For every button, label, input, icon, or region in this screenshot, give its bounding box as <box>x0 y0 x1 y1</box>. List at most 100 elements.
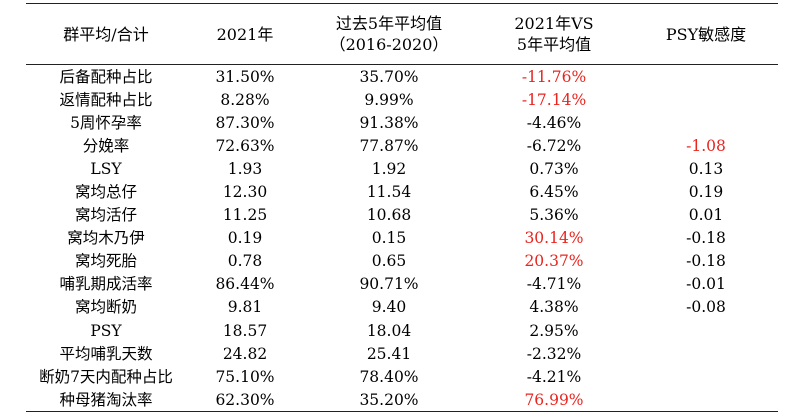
cell-5yr-average: 18.04 <box>366 321 412 340</box>
cell-2021: 31.50% <box>215 67 275 86</box>
cell-5yr-average: 90.71% <box>359 275 419 294</box>
cell-psy-sensitivity: 0.19 <box>688 183 724 202</box>
cell-metric: 窝均总仔 <box>74 183 137 202</box>
table-row: LSY 1.93 1.92 0.73% 0.13 <box>26 157 778 180</box>
cell-psy-sensitivity <box>634 388 778 412</box>
cell-psy-sensitivity <box>634 111 778 134</box>
cell-vs-change: -4.71% <box>526 275 582 294</box>
data-table-container: 群平均/合计 2021年 过去5年平均值 （2016-2020） 2021年VS… <box>26 3 778 412</box>
cell-metric: LSY <box>90 159 122 178</box>
header-metric-line: 群平均/合计 <box>63 24 149 44</box>
cell-2021: 87.30% <box>215 113 275 132</box>
cell-metric: 5周怀孕率 <box>70 113 142 132</box>
cell-psy-sensitivity <box>634 342 778 365</box>
header-psy-sensitivity: PSY敏感度 <box>634 3 778 65</box>
table-row: 窝均总仔 12.30 11.54 6.45% 0.19 <box>26 180 778 203</box>
cell-metric: 返情配种占比 <box>59 90 153 109</box>
header-vs-line2: 5年平均值 <box>516 35 592 54</box>
cell-vs-change: -4.21% <box>526 367 582 386</box>
cell-psy-sensitivity <box>634 65 778 89</box>
cell-metric: 分娩率 <box>82 136 130 155</box>
cell-psy-sensitivity: -0.01 <box>686 275 726 294</box>
header-2021: 2021年 <box>186 3 304 65</box>
table-header: 群平均/合计 2021年 过去5年平均值 （2016-2020） 2021年VS… <box>26 3 778 65</box>
table-row: 平均哺乳天数 24.82 25.41 -2.32% <box>26 342 778 365</box>
cell-5yr-average: 35.20% <box>304 388 474 412</box>
cell-5yr-average: 35.70% <box>359 67 419 86</box>
cell-psy-sensitivity: -0.18 <box>686 229 726 248</box>
table-row: 窝均断奶 9.81 9.40 4.38% -0.08 <box>26 296 778 319</box>
cell-2021: 1.93 <box>227 159 263 178</box>
cell-2021: 72.63% <box>215 136 275 155</box>
cell-5yr-average: 77.87% <box>359 136 419 155</box>
cell-5yr-average: 25.41 <box>366 344 412 363</box>
header-row: 群平均/合计 2021年 过去5年平均值 （2016-2020） 2021年VS… <box>26 3 778 65</box>
cell-metric: 后备配种占比 <box>59 67 153 86</box>
cell-vs-change: -4.46% <box>526 113 582 132</box>
header-vs: 2021年VS 5年平均值 <box>474 3 634 65</box>
cell-2021: 0.19 <box>227 229 263 248</box>
cell-2021: 18.57 <box>222 321 268 340</box>
table-row: 窝均活仔 11.25 10.68 5.36% 0.01 <box>26 204 778 227</box>
cell-2021: 62.30% <box>186 388 304 412</box>
cell-psy-sensitivity: 0.01 <box>688 206 724 225</box>
table-row: 窝均死胎 0.78 0.65 20.37% -0.18 <box>26 250 778 273</box>
cell-2021: 8.28% <box>220 90 270 109</box>
cell-5yr-average: 11.54 <box>366 183 412 202</box>
cell-2021: 0.78 <box>227 252 263 271</box>
cell-2021: 86.44% <box>215 275 275 294</box>
table-row: 后备配种占比 31.50% 35.70% -11.76% <box>26 65 778 89</box>
cell-metric: 窝均活仔 <box>74 206 137 225</box>
cell-psy-sensitivity: 0.13 <box>688 159 724 178</box>
table-row: 种母猪淘汰率 62.30% 35.20% 76.99% <box>26 388 778 412</box>
cell-vs-change: 30.14% <box>524 229 584 248</box>
cell-psy-sensitivity <box>634 88 778 111</box>
cell-psy-sensitivity <box>634 319 778 342</box>
cell-metric: PSY <box>90 321 122 340</box>
cell-vs-change: 5.36% <box>529 206 579 225</box>
cell-2021: 75.10% <box>215 367 275 386</box>
table-row: 断奶7天内配种占比 75.10% 78.40% -4.21% <box>26 365 778 388</box>
cell-5yr-average: 0.65 <box>371 252 407 271</box>
cell-metric: 哺乳期成活率 <box>59 275 153 294</box>
cell-5yr-average: 91.38% <box>359 113 419 132</box>
cell-metric: 断奶7天内配种占比 <box>39 367 173 386</box>
cell-vs-change: 4.38% <box>529 298 579 317</box>
cell-2021: 11.25 <box>222 206 268 225</box>
table-row: 分娩率 72.63% 77.87% -6.72% -1.08 <box>26 134 778 157</box>
cell-vs-change: 76.99% <box>474 388 634 412</box>
cell-vs-change: 20.37% <box>524 252 584 271</box>
table-row: 窝均木乃伊 0.19 0.15 30.14% -0.18 <box>26 227 778 250</box>
cell-metric: 平均哺乳天数 <box>59 344 153 363</box>
cell-5yr-average: 9.99% <box>364 90 414 109</box>
cell-vs-change: 2.95% <box>529 321 579 340</box>
cell-vs-change: 6.45% <box>529 183 579 202</box>
header-5yr-average: 过去5年平均值 （2016-2020） <box>304 3 474 65</box>
table-row: 5周怀孕率 87.30% 91.38% -4.46% <box>26 111 778 134</box>
cell-5yr-average: 78.40% <box>359 367 419 386</box>
cell-5yr-average: 9.40 <box>371 298 407 317</box>
cell-psy-sensitivity: -0.18 <box>686 252 726 271</box>
cell-2021: 9.81 <box>227 298 263 317</box>
cell-vs-change: -17.14% <box>521 90 587 109</box>
cell-metric: 窝均死胎 <box>74 252 137 271</box>
header-5yr-average-line1: 过去5年平均值 <box>335 14 443 33</box>
header-5yr-average-line2: （2016-2020） <box>329 35 449 54</box>
cell-vs-change: -2.32% <box>526 344 582 363</box>
header-vs-line1: 2021年VS <box>514 14 594 33</box>
table-body: 后备配种占比 31.50% 35.70% -11.76% 返情配种占比 8.28% 9.99… <box>26 65 778 412</box>
header-psy-sensitivity-line: PSY敏感度 <box>665 24 747 44</box>
cell-5yr-average: 10.68 <box>366 206 412 225</box>
header-metric: 群平均/合计 <box>26 3 186 65</box>
table-row: 返情配种占比 8.28% 9.99% -17.14% <box>26 88 778 111</box>
cell-psy-sensitivity <box>634 365 778 388</box>
cell-vs-change: -6.72% <box>526 136 582 155</box>
cell-metric: 窝均木乃伊 <box>67 229 145 248</box>
header-2021-line: 2021年 <box>216 24 274 44</box>
cell-5yr-average: 0.15 <box>371 229 407 248</box>
cell-metric: 窝均断奶 <box>74 298 137 317</box>
table-row: PSY 18.57 18.04 2.95% <box>26 319 778 342</box>
cell-vs-change: -11.76% <box>521 67 587 86</box>
sow-performance-table: 群平均/合计 2021年 过去5年平均值 （2016-2020） 2021年VS… <box>26 3 778 412</box>
cell-vs-change: 0.73% <box>529 159 579 178</box>
